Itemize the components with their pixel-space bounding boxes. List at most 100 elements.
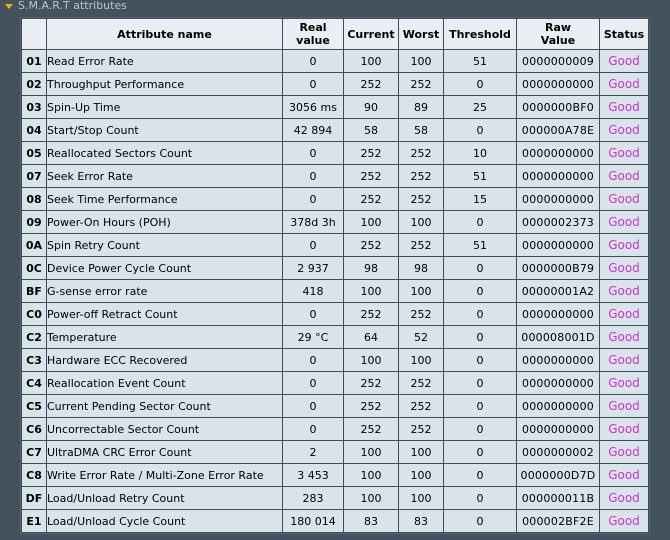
table-row[interactable]: 02 Throughput Performance 0 252 252 0 00000000… (22, 73, 648, 95)
table-row[interactable]: DF Load/Unload Retry Count 283 100 100 0 00000… (22, 487, 648, 509)
table-row[interactable]: C5 Current Pending Sector Count 0 252 252 0 00… (22, 395, 648, 417)
attribute-id: C7 (22, 441, 46, 463)
table-row[interactable]: C2 Temperature 29 °C 64 52 0 000008001D Good (22, 326, 648, 348)
attribute-id: 07 (22, 165, 46, 187)
threshold-value: 0 (444, 464, 516, 486)
raw-value: 0000000000 (517, 418, 599, 440)
raw-value: 000002BF2E (517, 510, 599, 532)
table-row[interactable]: C7 UltraDMA CRC Error Count 2 100 100 0 000000… (22, 441, 648, 463)
collapse-arrow-icon[interactable] (5, 3, 13, 9)
attribute-id: C6 (22, 418, 46, 440)
raw-value: 000000011B (517, 487, 599, 509)
table-row[interactable]: 01 Read Error Rate 0 100 100 51 0000000009 Good (22, 50, 648, 72)
status-value: Good (600, 280, 648, 302)
threshold-value: 0 (444, 119, 516, 141)
attribute-id: 08 (22, 188, 46, 210)
attribute-id: 01 (22, 50, 46, 72)
attribute-name: Throughput Performance (47, 73, 282, 95)
table-row[interactable]: BF G-sense error rate 418 100 100 0 00000001A2… (22, 280, 648, 302)
attribute-name: Power-off Retract Count (47, 303, 282, 325)
status-value: Good (600, 441, 648, 463)
worst-value: 100 (399, 441, 443, 463)
table-row[interactable]: E1 Load/Unload Cycle Count 180 014 83 83 0 000… (22, 510, 648, 532)
table-row[interactable]: 0C Device Power Cycle Count 2 937 98 98 0 0000… (22, 257, 648, 279)
status-value: Good (600, 349, 648, 371)
threshold-value: 0 (444, 257, 516, 279)
real-value: 0 (283, 395, 343, 417)
table-row[interactable]: C4 Reallocation Event Count 0 252 252 0 000000… (22, 372, 648, 394)
table-row[interactable]: 09 Power-On Hours (POH) 378d 3h 100 100 0 0000… (22, 211, 648, 233)
threshold-value: 0 (444, 326, 516, 348)
threshold-value: 0 (444, 395, 516, 417)
current-value: 252 (344, 372, 398, 394)
real-value: 0 (283, 50, 343, 72)
table-row[interactable]: 08 Seek Time Performance 0 252 252 15 00000000… (22, 188, 648, 210)
raw-value: 0000000000 (517, 395, 599, 417)
raw-value: 0000000000 (517, 349, 599, 371)
threshold-value: 25 (444, 96, 516, 118)
real-value: 0 (283, 349, 343, 371)
real-value: 0 (283, 73, 343, 95)
current-value: 100 (344, 441, 398, 463)
table-row[interactable]: 0A Spin Retry Count 0 252 252 51 0000000000 Goo… (22, 234, 648, 256)
current-value: 252 (344, 234, 398, 256)
status-value: Good (600, 257, 648, 279)
current-value: 64 (344, 326, 398, 348)
header-raw-line2: Value (540, 34, 576, 47)
attribute-name: Seek Time Performance (47, 188, 282, 210)
threshold-value: 0 (444, 349, 516, 371)
real-value: 42 894 (283, 119, 343, 141)
current-value: 100 (344, 211, 398, 233)
smart-attributes-table: Attribute name Real value Current Worst T… (20, 17, 650, 534)
raw-value: 0000000000 (517, 142, 599, 164)
attribute-id: 09 (22, 211, 46, 233)
table-row[interactable]: C8 Write Error Rate / Multi-Zone Error Ra… (22, 464, 648, 486)
status-value: Good (600, 96, 648, 118)
attribute-id: 0C (22, 257, 46, 279)
threshold-value: 15 (444, 188, 516, 210)
attribute-name: Read Error Rate (47, 50, 282, 72)
worst-value: 252 (399, 303, 443, 325)
current-value: 100 (344, 50, 398, 72)
table-row[interactable]: C3 Hardware ECC Recovered 0 100 100 0 00000000… (22, 349, 648, 371)
attribute-id: DF (22, 487, 46, 509)
raw-value: 000008001D (517, 326, 599, 348)
table-row[interactable]: C6 Uncorrectable Sector Count 0 252 252 0 0000… (22, 418, 648, 440)
attribute-name: Temperature (47, 326, 282, 348)
worst-value: 252 (399, 234, 443, 256)
real-value: 2 937 (283, 257, 343, 279)
worst-value: 252 (399, 395, 443, 417)
threshold-value: 0 (444, 418, 516, 440)
raw-value: 0000000000 (517, 234, 599, 256)
worst-value: 252 (399, 142, 443, 164)
table-row[interactable]: 07 Seek Error Rate 0 252 252 51 0000000000 Good (22, 165, 648, 187)
current-value: 100 (344, 487, 398, 509)
real-value: 180 014 (283, 510, 343, 532)
worst-value: 100 (399, 50, 443, 72)
current-value: 252 (344, 418, 398, 440)
real-value: 283 (283, 487, 343, 509)
worst-value: 58 (399, 119, 443, 141)
attribute-id: C3 (22, 349, 46, 371)
worst-value: 52 (399, 326, 443, 348)
current-value: 58 (344, 119, 398, 141)
threshold-value: 0 (444, 372, 516, 394)
worst-value: 89 (399, 96, 443, 118)
table-row[interactable]: C0 Power-off Retract Count 0 252 252 0 0000000… (22, 303, 648, 325)
table-row[interactable]: 03 Spin-Up Time 3056 ms 90 89 25 0000000BF0 Goo… (22, 96, 648, 118)
smart-attributes-header[interactable]: S.M.A.R.T attributes (0, 0, 670, 12)
table-row[interactable]: 05 Reallocated Sectors Count 0 252 252 10 0000… (22, 142, 648, 164)
worst-value: 252 (399, 372, 443, 394)
attribute-name: Current Pending Sector Count (47, 395, 282, 417)
raw-value: 0000000000 (517, 372, 599, 394)
status-value: Good (600, 73, 648, 95)
status-value: Good (600, 188, 648, 210)
attribute-name: Power-On Hours (POH) (47, 211, 282, 233)
current-value: 252 (344, 395, 398, 417)
real-value: 0 (283, 303, 343, 325)
status-value: Good (600, 50, 648, 72)
table-row[interactable]: 04 Start/Stop Count 42 894 58 58 0 000000A78E G… (22, 119, 648, 141)
raw-value: 0000000000 (517, 165, 599, 187)
status-value: Good (600, 303, 648, 325)
attribute-name: Spin Retry Count (47, 234, 282, 256)
